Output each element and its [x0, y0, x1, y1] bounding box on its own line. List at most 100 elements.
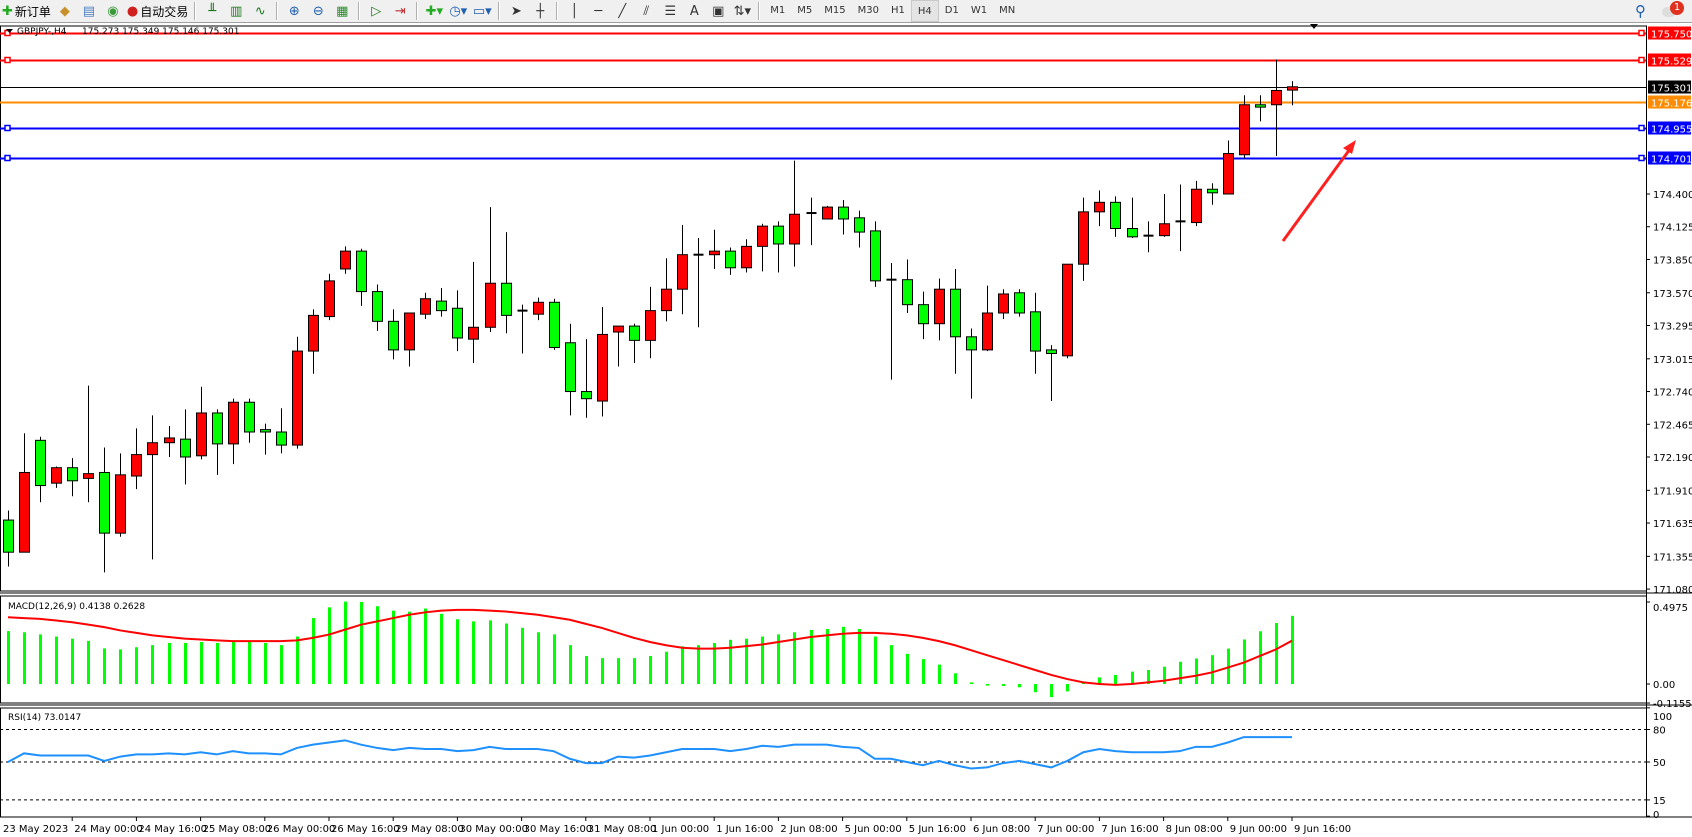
- add-indicator-button[interactable]: ✚▾: [424, 1, 444, 21]
- macd-histogram-bar: [1098, 677, 1101, 684]
- timeframe-h1[interactable]: H1: [891, 4, 905, 16]
- search-icon[interactable]: ⚲: [1635, 2, 1646, 20]
- toolbar-separator: [758, 2, 761, 20]
- timeframe-h4[interactable]: H4: [910, 0, 939, 22]
- zoom-out-button[interactable]: ⊖: [308, 1, 328, 21]
- candle-bear: [372, 291, 383, 322]
- candle-bull: [982, 312, 993, 351]
- candle-bull: [1062, 263, 1073, 357]
- macd-histogram-bar: [1211, 655, 1214, 684]
- chart-shift-button[interactable]: ⇥: [390, 1, 410, 21]
- notifications-button[interactable]: 1: [1662, 1, 1684, 21]
- zoom-in-button[interactable]: ⊕: [284, 1, 304, 21]
- tile-windows-button[interactable]: ▦: [332, 1, 352, 21]
- timeframe-m30[interactable]: M30: [857, 4, 879, 16]
- toolbar-separator: [416, 2, 419, 20]
- time-label: 31 May 08:00: [588, 824, 657, 835]
- candle-bear: [773, 225, 784, 245]
- price-label: 175.750: [1651, 30, 1692, 41]
- vertical-line-button[interactable]: │: [564, 1, 584, 21]
- cursor-button[interactable]: ➤: [506, 1, 526, 21]
- periods-button[interactable]: ◷▾: [448, 1, 468, 21]
- candle-bear: [501, 282, 512, 316]
- crosshair-button[interactable]: ┼: [530, 1, 550, 21]
- macd-histogram-bar: [505, 623, 508, 684]
- candlestick-button[interactable]: ▥: [226, 1, 246, 21]
- signal-button[interactable]: ◉: [103, 1, 123, 21]
- new-order-button[interactable]: ✚ 新订单: [2, 1, 51, 21]
- line-handle-left[interactable]: [4, 124, 11, 132]
- rsi-line: [7, 736, 1293, 770]
- macd-histogram-bar: [745, 638, 748, 684]
- periods-clock-icon: ◷▾: [449, 3, 468, 19]
- time-label: 2 Jun 08:00: [780, 824, 837, 835]
- macd-histogram-bar: [408, 611, 411, 684]
- line-handle-left[interactable]: [4, 56, 11, 64]
- candle-bear: [244, 401, 255, 433]
- timeframe-w1[interactable]: W1: [970, 4, 988, 16]
- timeframe-m1[interactable]: M1: [770, 4, 786, 16]
- time-label: 5 Jun 16:00: [909, 824, 966, 835]
- macd-histogram-bar: [392, 610, 395, 684]
- line-chart-button[interactable]: ∿: [250, 1, 270, 21]
- templates-button[interactable]: ▭▾: [472, 1, 492, 21]
- macd-histogram-bar: [777, 634, 780, 684]
- timeframe-mn[interactable]: MN: [999, 4, 1016, 16]
- macd-histogram-bar: [1291, 615, 1294, 684]
- candle-bear: [1110, 201, 1121, 230]
- timeframe-m15[interactable]: M15: [824, 4, 846, 16]
- text-label-button[interactable]: ▣: [708, 1, 728, 21]
- zoom-in-icon: ⊕: [288, 3, 300, 19]
- macd-histogram-bar: [344, 601, 347, 684]
- line-handle-right[interactable]: [1638, 56, 1645, 64]
- new-order-icon: ✚: [2, 3, 13, 19]
- line-handle-right[interactable]: [1638, 154, 1645, 162]
- time-label: 26 May 00:00: [267, 824, 336, 835]
- history-button[interactable]: ◆: [55, 1, 75, 21]
- line-handle-right[interactable]: [1638, 29, 1645, 37]
- candle-bear: [918, 304, 929, 325]
- candle-bear: [180, 438, 191, 458]
- text-button[interactable]: A: [684, 1, 704, 21]
- macd-histogram-bar: [1163, 666, 1166, 684]
- macd-histogram-bar: [681, 646, 684, 684]
- candle-bear: [436, 300, 447, 312]
- price-tick-label: 171.635: [1653, 519, 1692, 530]
- terminal-button[interactable]: ▤: [79, 1, 99, 21]
- new-order-label: 新订单: [14, 4, 51, 19]
- chart-window[interactable]: 174.400 174.125 173.850 173.570 173.295 173.0…: [0, 23, 1692, 837]
- line-handle-left[interactable]: [4, 154, 11, 162]
- macd-histogram-bar: [376, 606, 379, 684]
- auto-trading-label: 自动交易: [140, 4, 189, 19]
- candle-bear: [1014, 292, 1025, 314]
- macd-histogram-bar: [826, 628, 829, 684]
- chart-shift-marker[interactable]: [1310, 24, 1318, 29]
- arrows-button[interactable]: ⇅▾: [732, 1, 752, 21]
- candle-bear: [388, 320, 399, 351]
- candle-bull: [677, 254, 688, 290]
- macd-histogram-bar: [713, 642, 716, 684]
- timeframe-m5[interactable]: M5: [797, 4, 813, 16]
- auto-scroll-button[interactable]: ▷: [366, 1, 386, 21]
- notification-count: 1: [1670, 1, 1684, 15]
- horizontal-line-icon: ─: [594, 3, 603, 19]
- arrows-icon: ⇅▾: [733, 3, 751, 19]
- signal-icon: ◉: [107, 3, 119, 19]
- macd-histogram-bar: [103, 648, 106, 684]
- line-handle-right[interactable]: [1638, 124, 1645, 132]
- equidistant-channel-button[interactable]: ⫽: [636, 1, 656, 21]
- bar-chart-button[interactable]: ╨: [202, 1, 222, 21]
- macd-histogram-bar: [119, 649, 122, 684]
- timeframe-d1[interactable]: D1: [944, 4, 959, 16]
- macd-histogram-bar: [489, 620, 492, 684]
- terminal-icon: ▤: [82, 3, 96, 19]
- candle-bull: [485, 282, 496, 328]
- horizontal-line-button[interactable]: ─: [588, 1, 608, 21]
- candle-bull: [533, 301, 544, 315]
- fibonacci-button[interactable]: ☰: [660, 1, 680, 21]
- legend-triangle-icon: [6, 29, 13, 33]
- price-tick-label: 173.015: [1653, 355, 1692, 366]
- trendline-button[interactable]: ╱: [612, 1, 632, 21]
- candle-bull: [404, 312, 415, 351]
- auto-trading-button[interactable]: ● 自动交易: [127, 1, 188, 21]
